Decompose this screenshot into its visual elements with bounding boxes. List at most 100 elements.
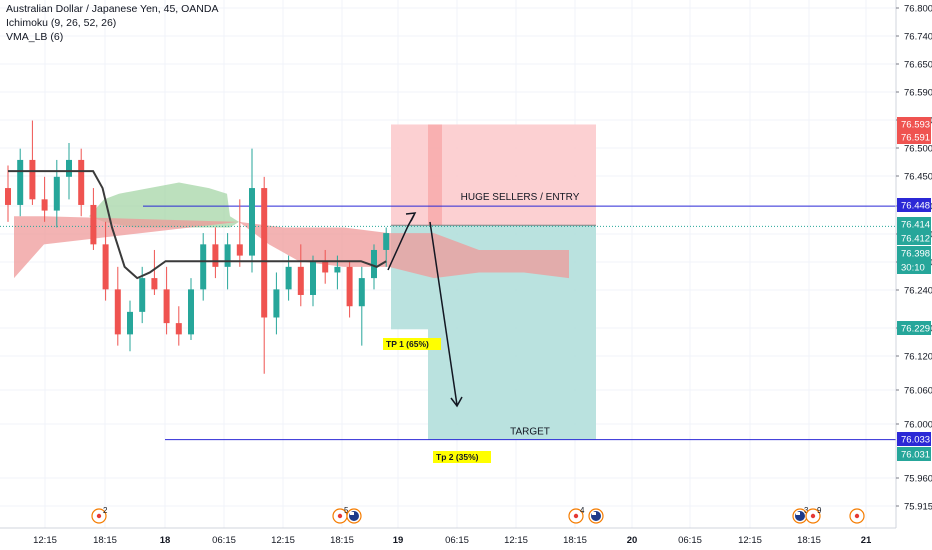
price-label[interactable]: 76.031 [901,450,930,461]
price-label-bg [897,117,931,131]
candle-down[interactable] [322,261,329,273]
candle-down[interactable] [41,199,48,211]
event-dot-icon [573,513,579,519]
candle-down[interactable] [78,159,85,205]
price-label[interactable]: 76.033 [901,435,930,446]
time-tick-label: 18:15 [330,535,354,546]
candle-down[interactable] [29,159,36,200]
event-count: 9 [817,506,822,515]
candle-down[interactable] [102,244,109,290]
vma-legend[interactable]: VMA_LB (6) [6,31,64,43]
sellers-label: HUGE SELLERS / ENTRY [461,192,580,203]
target-label: TARGET [510,427,550,438]
price-tick-label: 76.000 [904,420,932,431]
price-label-bg [897,198,931,212]
price-label[interactable]: 30:10 [901,263,925,274]
price-tick-label: 76.500 [904,144,932,155]
time-tick-label: 12:15 [738,535,762,546]
time-tick-label: 18:15 [93,535,117,546]
event-count: 4 [580,506,585,515]
flag-icon [350,512,354,515]
candle-up[interactable] [371,249,377,279]
candle-down[interactable] [151,278,158,290]
price-tick-label: 76.590 [904,88,932,99]
candle-up[interactable] [139,278,146,312]
price-label[interactable]: 76.229 [901,324,930,335]
candle-up[interactable] [127,311,133,335]
event-dot-icon [96,513,102,519]
tp2-tag[interactable]: Tp 2 (35%) [433,451,491,463]
arrow-up-head [405,212,417,222]
price-tick-label: 76.800 [904,4,932,15]
price-label-bg [897,217,931,231]
time-axis[interactable] [0,528,896,550]
time-tick-label: 12:15 [33,535,57,546]
tp1-tag-bg [383,338,441,350]
price-label[interactable]: 76.591 [901,133,930,144]
event-dot-icon [854,513,860,519]
candle-up[interactable] [66,159,72,177]
candle-down[interactable] [297,266,304,295]
price-label-bg [897,432,931,446]
ichimoku-legend[interactable]: Ichimoku (9, 26, 52, 26) [6,17,117,29]
candle-down[interactable] [163,289,170,324]
tp2-tag-text: Tp 2 (35%) [436,452,479,462]
candle-up[interactable] [383,233,390,250]
price-label[interactable]: 76.412 [901,234,930,245]
candle-up[interactable] [249,188,255,256]
candle-up[interactable] [285,266,292,290]
candle-down[interactable] [175,323,182,335]
price-label[interactable]: 76.414 [901,220,930,231]
price-label-bg [897,246,931,260]
candle-up[interactable] [358,278,365,307]
candle-down[interactable] [5,188,11,205]
time-tick-label: 06:15 [445,535,469,546]
tp1-tag-text: TP 1 (65%) [386,339,429,349]
flag-icon [796,512,800,515]
time-tick-label: 18:15 [797,535,821,546]
candle-up[interactable] [273,289,280,318]
candle-up[interactable] [334,266,341,273]
event-count: 5 [344,506,349,515]
time-tick-label: 06:15 [678,535,702,546]
candle-up[interactable] [53,176,60,211]
tp2-tag-bg [433,451,491,463]
candle-down[interactable] [346,266,353,307]
candle-down[interactable] [212,244,219,267]
price-axis[interactable] [896,0,932,550]
candle-down[interactable] [236,244,243,256]
time-tick-label: 18 [160,535,171,546]
candle-down[interactable] [261,188,268,318]
candle-down[interactable] [114,289,121,335]
time-tick-label: 12:15 [271,535,295,546]
event-count: 2 [103,506,108,515]
price-tick-label: 76.740 [904,32,932,43]
price-label[interactable]: 76.593 [901,120,930,131]
price-tick-label: 76.650 [904,60,932,71]
event-dot-icon [337,513,343,519]
time-tick-label: 21 [861,535,872,546]
time-tick-label: 18:15 [563,535,587,546]
candle-up[interactable] [188,289,194,335]
time-tick-label: 19 [393,535,404,546]
candle-up[interactable] [224,244,231,267]
candle-up[interactable] [17,159,24,205]
candle-up[interactable] [310,261,316,295]
candle-down[interactable] [90,204,97,245]
price-label-bg [897,260,931,274]
price-label-bg [897,130,931,144]
stop-loss-zone-highlight [428,124,442,226]
ichimoku-cloud-bearish [14,216,569,279]
vma-line [8,170,387,280]
price-tick-label: 76.060 [904,386,932,397]
price-label[interactable]: 76.448 [901,201,930,212]
tp1-tag[interactable]: TP 1 (65%) [383,338,441,350]
price-tick-label: 76.450 [904,172,932,183]
ichimoku-cloud-bullish [89,182,239,228]
candle-up[interactable] [200,244,207,290]
stop-loss-zone[interactable] [391,124,596,226]
price-tick-label: 75.915 [904,502,932,513]
price-label[interactable]: 76.398 [901,249,930,260]
